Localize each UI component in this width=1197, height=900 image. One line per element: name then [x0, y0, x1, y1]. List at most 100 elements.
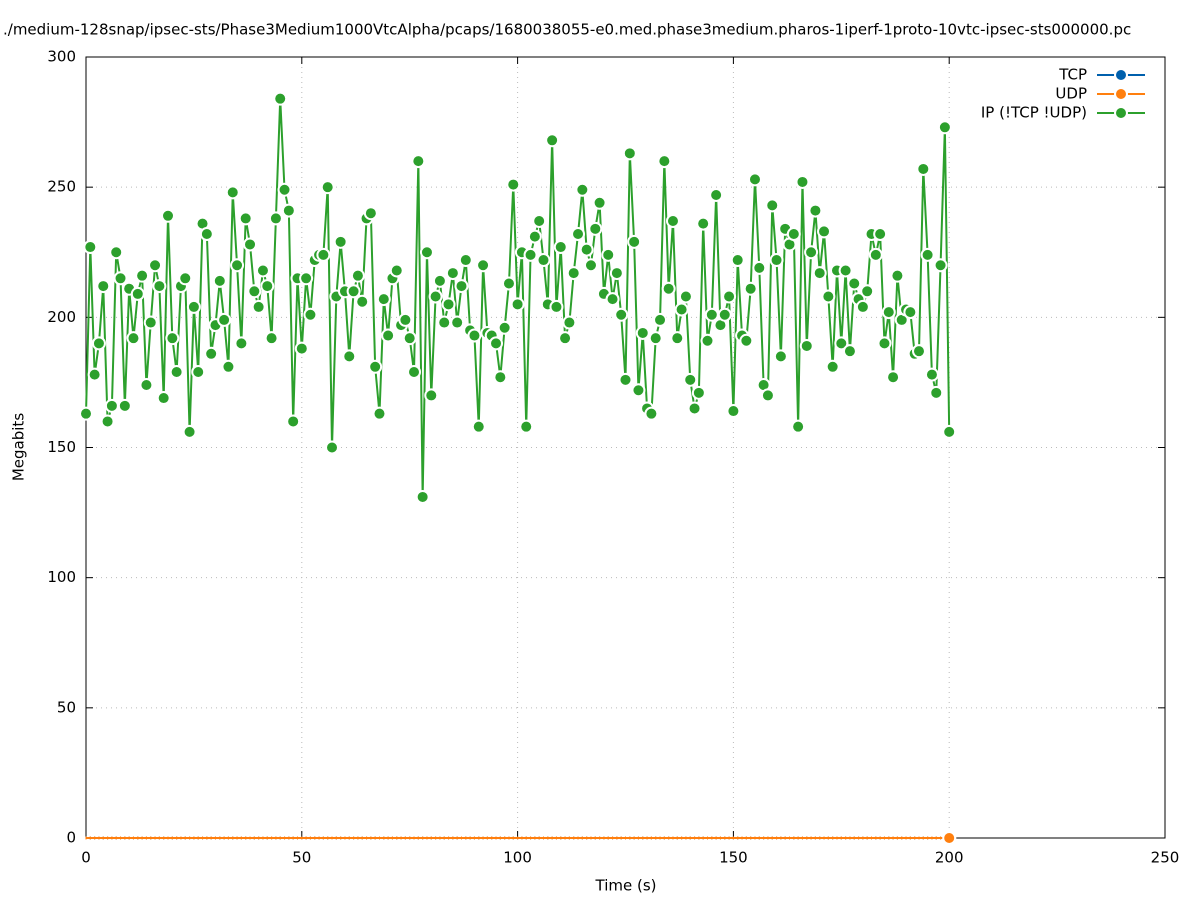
- data-point: [199, 227, 214, 242]
- data-point: [148, 258, 163, 273]
- data-point: [571, 227, 586, 242]
- data-point: [286, 414, 301, 429]
- data-point: [281, 203, 296, 218]
- data-point: [622, 146, 637, 161]
- data-point: [230, 258, 245, 273]
- data-point: [674, 302, 689, 317]
- data-point: [161, 208, 176, 223]
- data-point: [113, 271, 128, 286]
- data-point: [143, 315, 158, 330]
- x-tick-label: 150: [719, 849, 748, 867]
- data-point: [786, 227, 801, 242]
- data-point: [821, 289, 836, 304]
- data-point: [726, 404, 741, 419]
- data-point: [627, 234, 642, 249]
- data-point: [79, 406, 93, 421]
- data-point: [109, 245, 124, 260]
- x-tick-label: 100: [503, 849, 532, 867]
- data-point: [169, 365, 184, 380]
- data-point: [299, 271, 314, 286]
- data-point: [722, 289, 737, 304]
- data-point: [83, 240, 98, 255]
- legend-label: UDP: [1055, 85, 1087, 103]
- data-point: [156, 391, 171, 406]
- data-point: [614, 307, 629, 322]
- data-point: [493, 370, 508, 385]
- legend-marker: [1114, 87, 1128, 101]
- data-point: [437, 315, 452, 330]
- data-point: [877, 336, 892, 351]
- data-point: [117, 398, 132, 413]
- data-point: [368, 359, 383, 374]
- data-point: [855, 299, 870, 314]
- data-point: [683, 372, 698, 387]
- data-point: [890, 268, 905, 283]
- data-point: [268, 211, 283, 226]
- data-point: [795, 174, 810, 189]
- y-tick-label: 200: [47, 308, 76, 326]
- data-point: [450, 315, 465, 330]
- data-point: [234, 336, 249, 351]
- data-point: [260, 279, 275, 294]
- data-point: [419, 245, 434, 260]
- data-point: [549, 299, 564, 314]
- data-point: [752, 260, 767, 275]
- data-point: [225, 185, 240, 200]
- data-point: [804, 245, 819, 260]
- data-point: [920, 247, 935, 262]
- data-point: [665, 214, 680, 229]
- data-point: [96, 279, 111, 294]
- data-point: [605, 292, 620, 307]
- data-point: [791, 419, 806, 434]
- data-point: [372, 406, 387, 421]
- data-point: [635, 325, 650, 340]
- legend-marker: [1114, 68, 1128, 82]
- data-point: [527, 229, 542, 244]
- data-point: [506, 177, 521, 192]
- data-point: [316, 247, 331, 262]
- data-point: [743, 281, 758, 296]
- data-point: [808, 203, 823, 218]
- data-point: [165, 331, 180, 346]
- data-point: [773, 349, 788, 364]
- data-point: [251, 299, 266, 314]
- data-point: [760, 388, 775, 403]
- data-point: [825, 359, 840, 374]
- data-point: [342, 349, 357, 364]
- data-point: [277, 182, 292, 197]
- data-point: [730, 253, 745, 268]
- data-point: [87, 367, 102, 382]
- data-point: [402, 331, 417, 346]
- data-point: [432, 273, 447, 288]
- legend-label: IP (!TCP !UDP): [981, 104, 1087, 122]
- data-point: [445, 266, 460, 281]
- x-axis-label: Time (s): [595, 877, 657, 895]
- data-point: [937, 120, 952, 135]
- data-point: [592, 195, 607, 210]
- data-point: [942, 424, 957, 439]
- data-point: [618, 372, 633, 387]
- data-point: [91, 336, 106, 351]
- data-point: [178, 271, 193, 286]
- legend-marker: [1114, 106, 1128, 120]
- data-point: [704, 307, 719, 322]
- data-point: [221, 359, 236, 374]
- data-point: [519, 419, 534, 434]
- data-point: [545, 133, 560, 148]
- data-point: [553, 240, 568, 255]
- y-tick-label: 0: [66, 829, 76, 847]
- y-tick-label: 300: [47, 48, 76, 66]
- data-point: [471, 419, 486, 434]
- data-point: [838, 263, 853, 278]
- series: [85, 831, 957, 845]
- data-point: [333, 234, 348, 249]
- data-point: [407, 365, 422, 380]
- data-point: [523, 247, 538, 262]
- data-point: [678, 289, 693, 304]
- data-point: [691, 385, 706, 400]
- data-point: [657, 154, 672, 169]
- data-point: [497, 320, 512, 335]
- data-point: [346, 284, 361, 299]
- data-point: [458, 253, 473, 268]
